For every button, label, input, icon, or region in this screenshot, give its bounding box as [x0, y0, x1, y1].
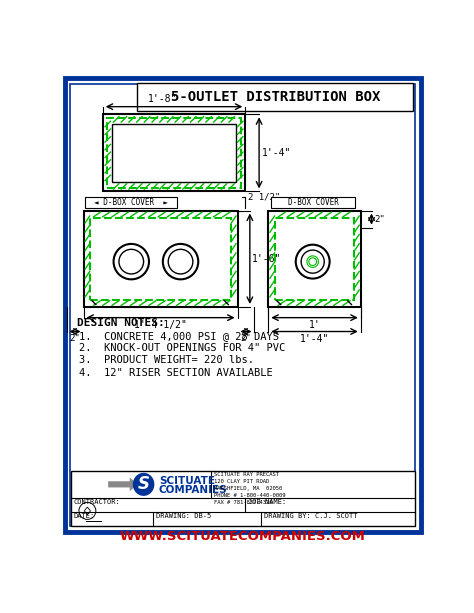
Text: S: S: [137, 475, 150, 493]
Bar: [107, 118, 241, 188]
Text: 2": 2": [70, 334, 81, 343]
Text: DRAWING BY: C.J. SCOTT: DRAWING BY: C.J. SCOTT: [264, 513, 357, 519]
Text: 2": 2": [241, 334, 251, 343]
Bar: [112, 124, 236, 182]
Bar: [85, 197, 177, 208]
Text: 1'-8": 1'-8": [148, 94, 177, 104]
Bar: [268, 211, 361, 307]
Text: 2": 2": [374, 215, 384, 224]
Text: 2 1/2": 2 1/2": [247, 192, 280, 201]
Text: CONTRACTOR:: CONTRACTOR:: [73, 500, 120, 505]
Bar: [137, 83, 413, 110]
Text: ◄ D-BOX COVER  ►: ◄ D-BOX COVER ►: [94, 197, 168, 207]
Text: 1.  CONCRETE 4,000 PSI @ 28 DAYS: 1. CONCRETE 4,000 PSI @ 28 DAYS: [79, 331, 279, 341]
Text: DATE:: DATE:: [73, 513, 95, 519]
Text: 4.  12" RISER SECTION AVAILABLE: 4. 12" RISER SECTION AVAILABLE: [79, 368, 273, 378]
Text: 1'-4 1/2": 1'-4 1/2": [134, 320, 187, 330]
Text: 5-OUTLET DISTRIBUTION BOX: 5-OUTLET DISTRIBUTION BOX: [171, 89, 380, 104]
Text: 1'-4": 1'-4": [300, 334, 329, 344]
Text: WWW.SCITUATECOMPANIES.COM: WWW.SCITUATECOMPANIES.COM: [120, 530, 366, 543]
Text: 2.  KNOCK-OUT OPENINGS FOR 4" PVC: 2. KNOCK-OUT OPENINGS FOR 4" PVC: [79, 343, 285, 353]
Polygon shape: [108, 478, 137, 491]
Text: 1'-4": 1'-4": [262, 148, 292, 158]
Bar: [275, 218, 354, 300]
Text: SCITUATE RAY PRECAST
120 CLAY PIT ROAD
MARSHFIELD, MA  02050
PHONE # 1-800-440-0: SCITUATE RAY PRECAST 120 CLAY PIT ROAD M…: [214, 473, 285, 506]
Text: DRAWING: DB-5: DRAWING: DB-5: [156, 513, 211, 519]
Text: JOB NAME:: JOB NAME:: [248, 500, 287, 505]
Bar: [91, 218, 231, 300]
Bar: [83, 211, 237, 307]
Text: DESIGN NOTES:: DESIGN NOTES:: [77, 318, 165, 329]
Text: 3.  PRODUCT WEIGHT= 220 lbs.: 3. PRODUCT WEIGHT= 220 lbs.: [79, 356, 254, 365]
Bar: [271, 197, 356, 208]
Text: SCITUATE: SCITUATE: [159, 476, 215, 485]
Text: COMPANIES: COMPANIES: [159, 485, 228, 495]
Ellipse shape: [133, 473, 155, 496]
Text: 1'-6": 1'-6": [252, 254, 282, 264]
Text: D-BOX COVER: D-BOX COVER: [288, 197, 338, 207]
Text: 1': 1': [309, 320, 320, 330]
Bar: [71, 471, 415, 525]
Bar: [103, 115, 245, 191]
